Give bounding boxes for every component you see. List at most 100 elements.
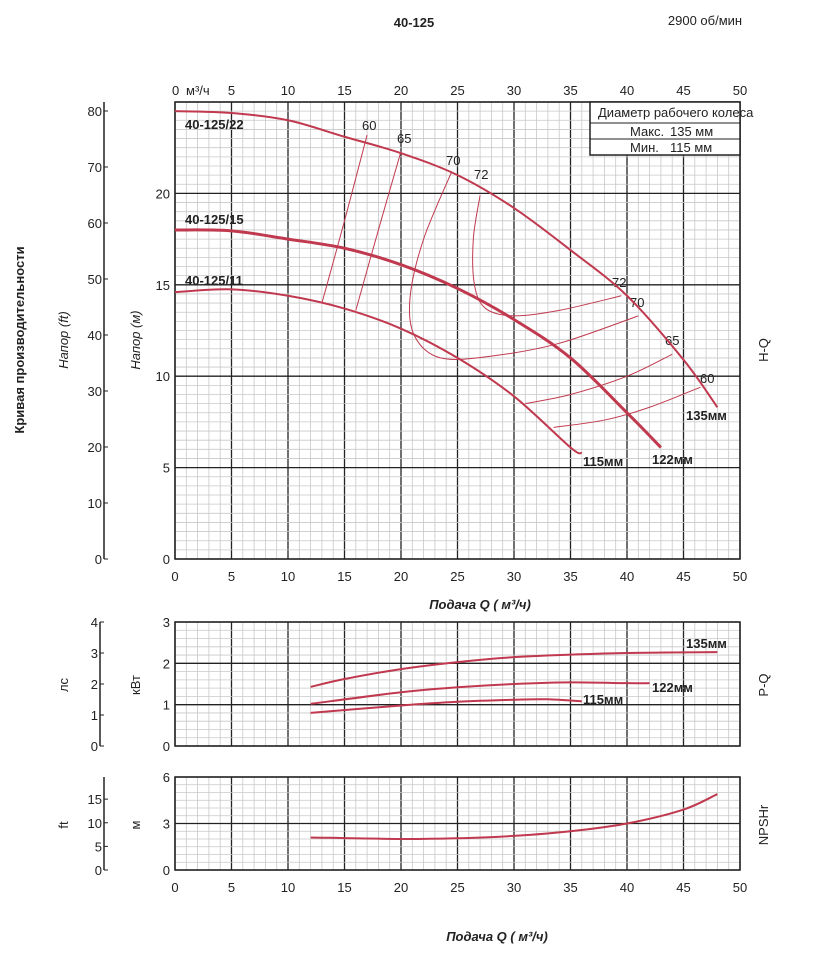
- efficiency-curve: [525, 353, 673, 405]
- x-tick-label: 0: [171, 880, 178, 895]
- x-tick-label: 45: [676, 569, 690, 584]
- speed-label: 2900 об/мин: [668, 13, 742, 28]
- side-label: Кривая производительности: [12, 246, 27, 433]
- ft-tick-label: 80: [88, 104, 102, 119]
- x-tick-label: 40: [620, 880, 634, 895]
- legend-max-value: 135 мм: [670, 124, 713, 139]
- y-tick-label: 0: [163, 739, 170, 754]
- ylabel-kw: кВт: [128, 675, 143, 695]
- y-tick-label: 10: [156, 369, 170, 384]
- series-name-label: 40-125/15: [185, 212, 244, 227]
- ylabel-ft: Напор (ft): [56, 311, 71, 369]
- ft-tick-label: 60: [88, 216, 102, 231]
- hp-tick-label: 0: [91, 739, 98, 754]
- x-tick-label: 5: [228, 569, 235, 584]
- top-x-tick-label: 15: [337, 83, 351, 98]
- hq-curve: [174, 228, 662, 449]
- xlabel-hq: Подача Q ( м³/ч): [429, 597, 531, 612]
- top-x-tick-label: 50: [733, 83, 747, 98]
- hp-tick-label: 4: [91, 615, 98, 630]
- efficiency-curve: [355, 151, 402, 311]
- efficiency-label: 70: [446, 153, 460, 168]
- x-tick-label: 0: [171, 569, 178, 584]
- ylabel-m-npsh: м: [128, 820, 143, 829]
- y-tick-label: 20: [156, 186, 170, 201]
- y-tick-label: 5: [163, 461, 170, 476]
- pq-grid: [174, 621, 741, 747]
- top-x-tick-label: 30: [507, 83, 521, 98]
- x-tick-label: 50: [733, 880, 747, 895]
- top-axis-unit: м³/ч: [186, 83, 210, 98]
- top-x-tick-label: 10: [281, 83, 295, 98]
- efficiency-curve: [472, 195, 622, 317]
- pq-curve: [310, 681, 650, 705]
- x-tick-label: 15: [337, 569, 351, 584]
- ft-tick-label: 15: [88, 792, 102, 807]
- x-tick-label: 35: [563, 569, 577, 584]
- series-end-label: 122мм: [652, 452, 693, 467]
- npsh-frame: [174, 776, 741, 871]
- x-tick-label: 30: [507, 880, 521, 895]
- y-tick-label: 2: [163, 656, 170, 671]
- x-tick-label: 45: [676, 880, 690, 895]
- hq-grid: [174, 101, 741, 560]
- x-tick-label: 50: [733, 569, 747, 584]
- x-tick-label: 10: [281, 569, 295, 584]
- series-end-label: 135мм: [686, 408, 727, 423]
- legend-min-value: 115 мм: [670, 140, 712, 155]
- efficiency-label: 72: [474, 167, 488, 182]
- series-name-label: 40-125/11: [185, 273, 243, 288]
- pq-series-label: 122мм: [652, 680, 693, 695]
- top-x-tick-label: 25: [450, 83, 464, 98]
- y-tick-label: 3: [163, 615, 170, 630]
- top-x-tick-label: 45: [676, 83, 690, 98]
- hq-curve: [174, 288, 583, 455]
- ft-tick-label: 10: [88, 496, 102, 511]
- y-tick-label: 6: [163, 770, 170, 785]
- ft-tick-label: 50: [88, 272, 102, 287]
- y-tick-label: 0: [163, 863, 170, 878]
- x-tick-label: 25: [450, 569, 464, 584]
- top-x-tick-label: 5: [228, 83, 235, 98]
- top-x-tick-label: 40: [620, 83, 634, 98]
- hq-frame: [174, 101, 741, 560]
- y-tick-label: 15: [156, 278, 170, 293]
- y-tick-label: 0: [163, 552, 170, 567]
- x-tick-label: 20: [394, 880, 408, 895]
- npsh-curve: [310, 793, 718, 841]
- ft-tick-label: 0: [95, 552, 102, 567]
- pq-curve: [310, 698, 582, 714]
- npsh-grid: [174, 776, 741, 871]
- series-name-label: 40-125/22: [185, 117, 244, 132]
- pq-frame: [174, 621, 741, 747]
- pq-curve: [310, 651, 718, 688]
- ylabel-hp: лс: [56, 677, 71, 692]
- panel-label-pq: P-Q: [756, 673, 771, 696]
- legend-frame: [589, 101, 741, 156]
- ylabel-m: Напор (м): [128, 310, 143, 369]
- efficiency-label: 60: [700, 371, 714, 386]
- x-tick-label: 35: [563, 880, 577, 895]
- y-tick-label: 1: [163, 698, 170, 713]
- ft-tick-label: 70: [88, 160, 102, 175]
- impeller-diameter-legend: [589, 101, 741, 156]
- efficiency-label: 60: [362, 118, 376, 133]
- legend-min-label: Мин.: [630, 140, 659, 155]
- hq-curve: [174, 110, 719, 408]
- ft-tick-label: 0: [95, 863, 102, 878]
- x-tick-label: 10: [281, 880, 295, 895]
- pq-series-label: 135мм: [686, 636, 727, 651]
- series-end-label: 115мм: [583, 454, 623, 469]
- ft-tick-label: 30: [88, 384, 102, 399]
- legend-max-label: Макс.: [630, 124, 664, 139]
- ft-tick-label: 5: [95, 839, 102, 854]
- ft-tick-label: 10: [88, 816, 102, 831]
- efficiency-label: 65: [665, 333, 679, 348]
- efficiency-curve: [321, 134, 368, 304]
- chart-title: 40-125: [394, 15, 434, 30]
- x-tick-label: 15: [337, 880, 351, 895]
- x-tick-label: 20: [394, 569, 408, 584]
- panel-label-hq: H-Q: [756, 338, 771, 362]
- x-tick-label: 40: [620, 569, 634, 584]
